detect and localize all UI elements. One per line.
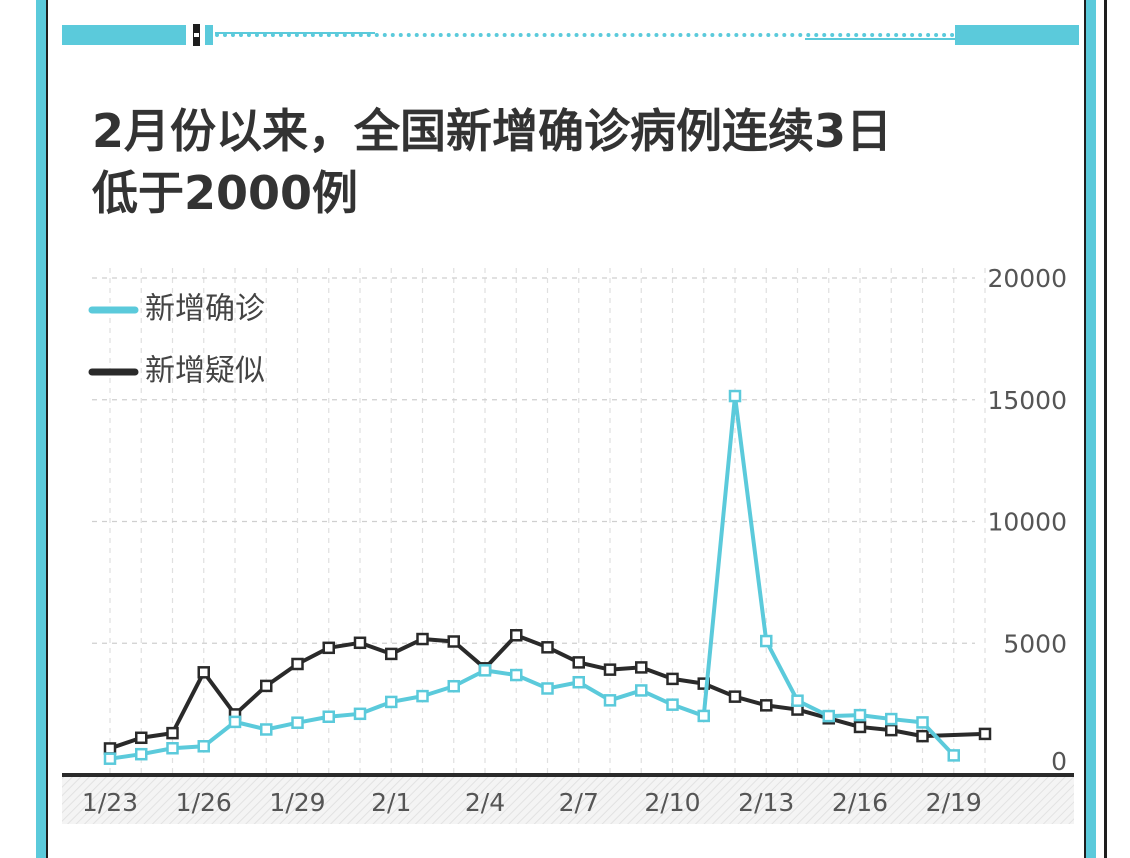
data-point bbox=[135, 747, 148, 761]
x-tick-label: 1/23 bbox=[82, 788, 138, 817]
frame-right-border bbox=[1086, 0, 1096, 858]
y-tick-label: 20000 bbox=[987, 264, 1067, 293]
x-tick-label: 2/13 bbox=[738, 788, 794, 817]
header-bar-marker bbox=[193, 24, 200, 46]
frame-right-rule bbox=[1084, 0, 1086, 858]
data-point bbox=[666, 672, 679, 686]
data-point bbox=[978, 727, 992, 741]
data-point bbox=[291, 716, 304, 729]
data-point bbox=[635, 661, 648, 674]
x-axis-band bbox=[62, 776, 1074, 824]
data-point bbox=[603, 694, 617, 707]
data-point bbox=[885, 712, 898, 726]
y-tick-label: 10000 bbox=[987, 508, 1067, 537]
header-bar-right bbox=[955, 25, 1079, 45]
frame-right-outer-rule bbox=[1104, 0, 1107, 858]
chart-title-line-2: 低于2000例 bbox=[92, 166, 359, 220]
data-point bbox=[103, 752, 117, 765]
data-point bbox=[635, 684, 648, 697]
data-point bbox=[291, 657, 304, 671]
data-point bbox=[603, 663, 617, 676]
data-point bbox=[385, 647, 398, 661]
frame-left-rule bbox=[46, 0, 48, 858]
data-point bbox=[228, 715, 242, 729]
data-point bbox=[728, 389, 742, 403]
data-point bbox=[322, 710, 335, 723]
header-dotted-line bbox=[215, 33, 955, 37]
data-point bbox=[260, 723, 273, 736]
data-point bbox=[541, 682, 554, 695]
x-tick-label: 2/1 bbox=[371, 788, 411, 817]
data-point bbox=[166, 726, 179, 740]
data-point bbox=[353, 707, 367, 721]
data-point bbox=[822, 709, 835, 723]
data-point bbox=[916, 729, 929, 743]
data-point bbox=[447, 635, 460, 648]
data-point bbox=[541, 641, 554, 654]
x-tick-label: 2/7 bbox=[559, 788, 599, 817]
series-line bbox=[109, 394, 956, 761]
x-tick-label: 1/29 bbox=[269, 788, 325, 817]
chart-title: 2月份以来，全国新增确诊病例连续3日 低于2000例 bbox=[92, 100, 1052, 224]
series-line bbox=[109, 633, 986, 751]
legend-label: 新增确诊 bbox=[145, 292, 265, 327]
data-point bbox=[697, 709, 710, 723]
data-point bbox=[447, 679, 460, 693]
chart-title-line-1: 2月份以来，全国新增确诊病例连续3日 bbox=[92, 104, 893, 158]
y-tick-label: 15000 bbox=[987, 386, 1067, 415]
legend-label: 新增疑似 bbox=[145, 354, 265, 389]
data-point bbox=[510, 629, 523, 642]
data-point bbox=[916, 716, 929, 729]
x-tick-label: 1/26 bbox=[176, 788, 232, 817]
data-point bbox=[385, 695, 398, 709]
y-tick-label: 5000 bbox=[1003, 629, 1067, 658]
header-bar-left bbox=[62, 25, 186, 45]
data-point bbox=[478, 664, 492, 677]
data-point bbox=[197, 666, 210, 679]
data-point bbox=[853, 708, 867, 722]
header-line-b bbox=[805, 38, 955, 40]
header-bar-mid bbox=[205, 25, 213, 45]
data-point bbox=[791, 694, 804, 707]
data-point bbox=[166, 741, 179, 755]
data-point bbox=[885, 723, 898, 737]
data-point bbox=[572, 656, 585, 669]
y-tick-label: 0 bbox=[1051, 747, 1067, 776]
data-point bbox=[353, 636, 367, 650]
frame-left-border bbox=[36, 0, 46, 858]
x-tick-label: 2/10 bbox=[644, 788, 700, 817]
data-point bbox=[760, 634, 773, 648]
data-point bbox=[572, 675, 585, 689]
data-point bbox=[728, 690, 742, 703]
x-tick-label: 2/19 bbox=[926, 788, 982, 817]
data-point bbox=[760, 699, 773, 712]
data-point bbox=[322, 641, 335, 655]
data-point bbox=[416, 632, 429, 646]
x-tick-label: 2/16 bbox=[832, 788, 888, 817]
data-point bbox=[260, 679, 273, 693]
data-point bbox=[135, 731, 148, 745]
data-point bbox=[103, 742, 117, 755]
data-point bbox=[510, 668, 523, 682]
data-point bbox=[666, 698, 679, 711]
data-point bbox=[947, 749, 960, 762]
data-point bbox=[416, 689, 429, 703]
data-point bbox=[197, 740, 210, 753]
x-tick-label: 2/4 bbox=[465, 788, 505, 817]
data-point bbox=[853, 720, 867, 734]
